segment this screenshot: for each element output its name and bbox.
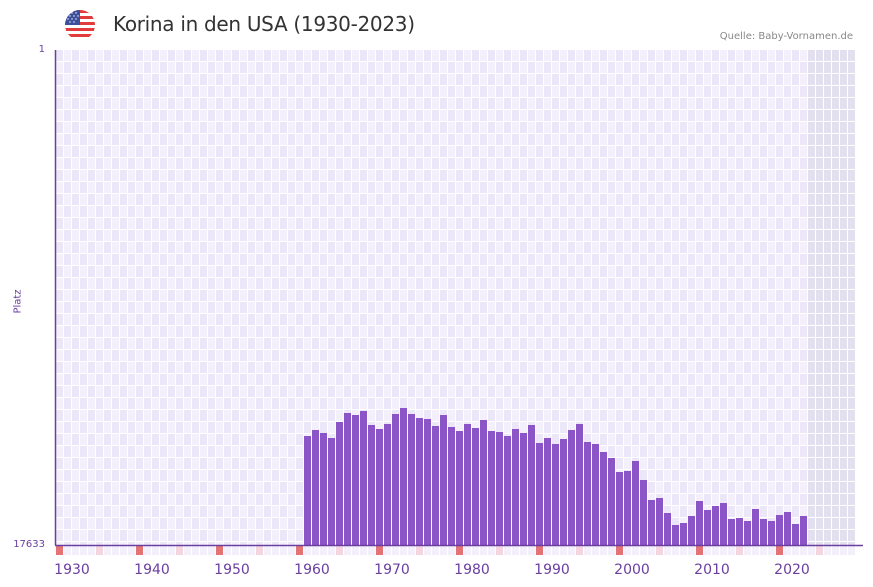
y-tick-top: 1 [38,44,45,55]
source-credit: Quelle: Baby-Vornamen.de [719,31,853,42]
bar-2013 [720,503,727,545]
bar-1964 [328,438,335,545]
x-tick-1930: 1930 [54,562,90,578]
bar-1995 [576,424,583,545]
bar-1969 [368,425,375,545]
bar-2010 [696,501,703,545]
bar-1980 [456,431,463,545]
bar-1989 [528,425,535,545]
bar-1965 [336,422,343,545]
bar-2006 [664,513,671,545]
bar-1988 [520,433,527,545]
bar-1962 [312,430,319,545]
bar-1968 [360,411,367,545]
bar-1997 [592,444,599,545]
bar-2023 [800,516,807,545]
bar-1970 [376,429,383,545]
bar-1967 [352,415,359,545]
bar-1992 [552,444,559,545]
bar-1973 [400,408,407,545]
bar-1990 [536,443,543,545]
bar-2014 [728,519,735,545]
x-tick-2020: 2020 [774,562,810,578]
bar-1994 [568,430,575,545]
bar-2007 [672,525,679,545]
x-tick-1940: 1940 [134,562,170,578]
bar-1979 [448,427,455,545]
bar-1961 [304,436,311,545]
bar-1981 [464,424,471,545]
bar-2011 [704,510,711,545]
bar-2000 [616,472,623,545]
bar-1966 [344,413,351,545]
bar-2012 [712,506,719,545]
bar-1974 [408,414,415,545]
bar-2008 [680,523,687,545]
bar-2019 [768,521,775,545]
bar-2004 [648,500,655,545]
x-tick-1990: 1990 [534,562,570,578]
y-tick-bottom: 17633 [13,539,45,550]
bar-1987 [512,429,519,545]
bar-1986 [504,436,511,545]
bar-2009 [688,516,695,545]
bar-1975 [416,418,423,545]
bar-2021 [784,512,791,545]
x-tick-1970: 1970 [374,562,410,578]
bar-1972 [392,414,399,545]
x-tick-1950: 1950 [214,562,250,578]
us-flag-icon [65,10,95,40]
x-tick-2000: 2000 [614,562,650,578]
bar-1984 [488,431,495,545]
bar-2018 [760,519,767,545]
x-tick-1960: 1960 [294,562,330,578]
bar-2001 [624,471,631,545]
bar-1985 [496,432,503,545]
bar-1982 [472,428,479,545]
bar-1963 [320,433,327,545]
bar-1993 [560,439,567,545]
x-tick-1980: 1980 [454,562,490,578]
chart-title: Korina in den USA (1930-2023) [113,12,415,36]
bar-1983 [480,420,487,545]
bar-2017 [752,509,759,545]
bar-2002 [632,461,639,545]
bar-1998 [600,452,607,545]
bar-2005 [656,498,663,545]
bar-2003 [640,480,647,545]
bar-1999 [608,458,615,545]
bar-1996 [584,442,591,545]
bar-1971 [384,424,391,545]
x-tick-2010: 2010 [694,562,730,578]
bar-2020 [776,515,783,545]
bar-1978 [440,415,447,545]
bar-2022 [792,524,799,545]
bar-1991 [544,438,551,545]
bar-1976 [424,419,431,545]
bar-2016 [744,521,751,545]
bar-2015 [736,518,743,545]
bar-1977 [432,426,439,545]
